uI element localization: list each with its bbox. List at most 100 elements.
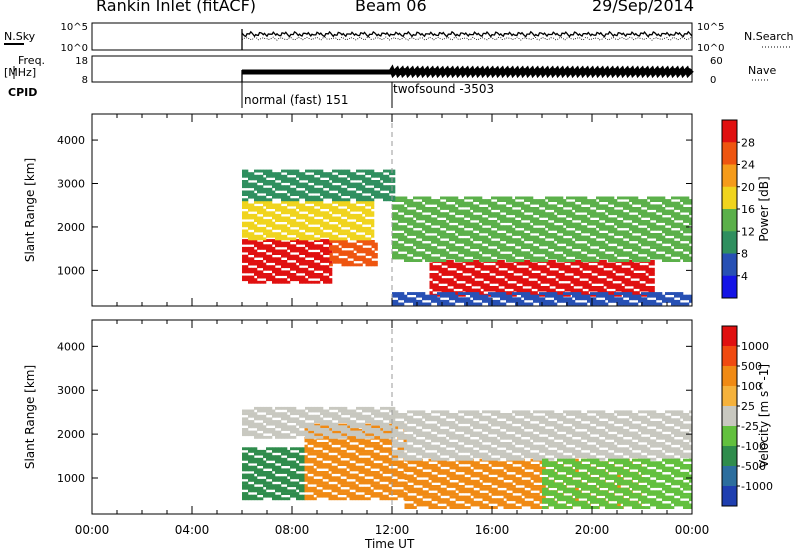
data-cell xyxy=(470,196,474,200)
data-cell xyxy=(584,294,588,298)
data-cell xyxy=(449,235,453,239)
data-cell xyxy=(473,292,477,295)
data-cell xyxy=(269,224,273,228)
data-cell xyxy=(540,270,544,274)
data-cell xyxy=(335,216,339,220)
data-cell xyxy=(275,497,279,501)
nave-tick-bottom: 0 xyxy=(710,75,716,86)
data-cell xyxy=(501,283,505,287)
data-cell xyxy=(533,201,537,205)
data-cell xyxy=(371,263,375,267)
data-cell xyxy=(671,204,675,208)
data-cell xyxy=(587,238,591,242)
data-cell xyxy=(428,294,432,298)
data-cell xyxy=(521,259,525,262)
data-cell xyxy=(429,283,433,287)
data-cell xyxy=(266,447,270,451)
data-cell xyxy=(522,280,526,284)
data-cell xyxy=(497,233,501,236)
data-cell xyxy=(242,486,246,490)
data-cell xyxy=(251,262,255,266)
data-cell xyxy=(569,204,573,208)
data-cell xyxy=(368,229,372,233)
data-cell xyxy=(248,234,252,238)
data-cell xyxy=(443,251,447,255)
data-cell xyxy=(314,229,318,233)
data-cell xyxy=(302,226,306,230)
data-cell xyxy=(343,489,347,493)
data-cell xyxy=(251,260,255,263)
data-cell xyxy=(486,278,490,282)
data-cell xyxy=(311,208,315,212)
data-cell xyxy=(671,251,675,255)
data-cell xyxy=(638,294,642,298)
data-cell xyxy=(569,297,573,301)
data-cell xyxy=(513,267,517,271)
data-cell xyxy=(407,217,411,221)
data-cell xyxy=(320,224,324,228)
data-cell xyxy=(534,291,538,295)
data-cell xyxy=(290,473,294,477)
data-cell xyxy=(548,212,552,216)
data-cell xyxy=(578,235,582,239)
data-cell xyxy=(608,209,612,213)
data-cell xyxy=(257,246,261,250)
data-cell xyxy=(437,256,441,260)
data-cell xyxy=(311,254,315,258)
data-cell xyxy=(266,198,270,202)
data-cell xyxy=(335,174,339,178)
data-cell xyxy=(497,302,501,306)
data-cell xyxy=(332,216,336,220)
data-cell xyxy=(614,248,618,252)
data-cell xyxy=(443,259,447,262)
data-cell xyxy=(260,234,264,238)
data-cell xyxy=(281,187,285,191)
data-cell xyxy=(494,251,498,255)
data-cell xyxy=(371,255,375,259)
data-cell xyxy=(278,476,282,480)
data-cell xyxy=(314,200,318,204)
data-cell xyxy=(581,248,585,252)
data-cell xyxy=(248,478,252,482)
data-cell xyxy=(617,222,621,226)
data-cell xyxy=(416,230,420,234)
data-cell xyxy=(590,204,594,208)
data-cell xyxy=(278,182,282,186)
data-cell xyxy=(462,283,466,287)
data-cell xyxy=(584,256,588,260)
data-cell xyxy=(278,494,282,498)
data-cell xyxy=(624,273,628,276)
data-cell xyxy=(624,270,628,274)
data-cell xyxy=(524,233,528,236)
data-cell xyxy=(320,246,324,250)
data-cell xyxy=(326,246,330,250)
data-cell xyxy=(455,256,459,260)
data-cell xyxy=(467,212,471,216)
data-cell xyxy=(254,452,258,456)
data-cell xyxy=(314,232,318,236)
data-cell xyxy=(413,201,417,205)
data-cell xyxy=(365,247,369,251)
data-cell xyxy=(299,267,303,271)
data-cell xyxy=(671,253,675,257)
data-cell xyxy=(257,211,261,215)
data-cell xyxy=(500,214,504,218)
data-cell xyxy=(455,248,459,252)
data-cell xyxy=(653,240,657,244)
data-cell xyxy=(275,219,279,222)
data-cell xyxy=(465,280,469,284)
data-cell xyxy=(590,233,594,236)
data-cell xyxy=(281,200,285,204)
data-cell xyxy=(356,182,360,186)
data-cell xyxy=(650,227,654,231)
data-cell xyxy=(293,265,297,269)
data-cell xyxy=(325,452,329,456)
data-cell xyxy=(480,291,484,295)
data-cell xyxy=(464,253,468,257)
data-cell xyxy=(260,221,264,225)
data-cell xyxy=(305,273,309,276)
data-cell xyxy=(284,278,288,282)
data-cell xyxy=(656,246,660,249)
data-cell xyxy=(656,238,660,242)
data-cell xyxy=(644,199,648,202)
